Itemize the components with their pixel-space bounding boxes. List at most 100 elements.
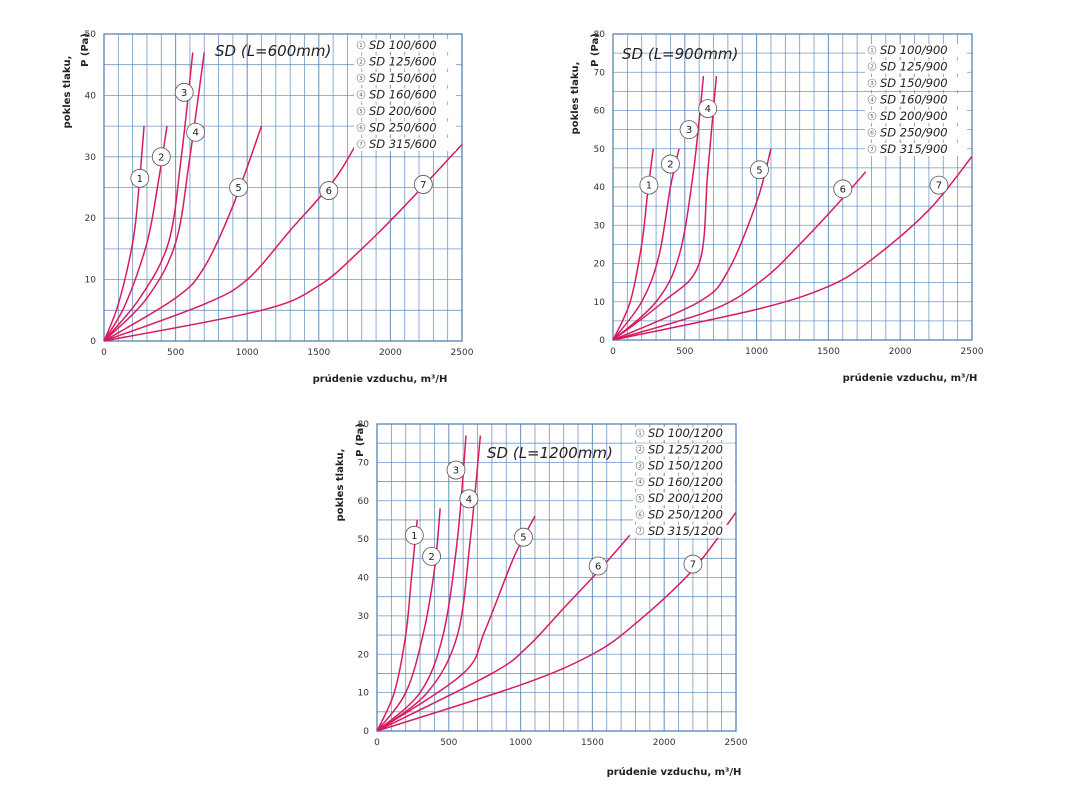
legend-marker [635, 444, 645, 454]
legend-bg [354, 105, 456, 118]
legend-entry: SD 125/600 [369, 55, 437, 69]
legend-bg [354, 138, 456, 151]
legend-bg [633, 459, 735, 473]
x-tick-label: 2000 [379, 348, 402, 358]
curve-label-2: 2 [158, 152, 164, 163]
legend-bg [865, 93, 967, 107]
legend-number: 4 [870, 97, 874, 103]
curve-label-marker-6 [833, 179, 853, 199]
y-axis-label: pokles tlaku, [62, 56, 73, 129]
series-line-5 [103, 125, 263, 342]
legend-number: 4 [638, 480, 642, 486]
plot-frame [612, 33, 973, 341]
legend-number: 5 [638, 496, 642, 502]
curve-label-marker-4 [698, 99, 718, 118]
curve-label-marker-3 [679, 120, 699, 140]
legend-bg [865, 126, 967, 140]
legend-marker [867, 95, 877, 104]
legend-marker [356, 90, 366, 99]
legend-number: 2 [359, 59, 363, 65]
curve-label-marker-4 [459, 489, 479, 509]
y-tick-label: 50 [594, 145, 606, 155]
legend-marker [635, 493, 645, 503]
x-tick-label: 1500 [581, 738, 604, 748]
chart-1: 0 500 1000 1500 2000 2500 0 10 20 30 40 50 prúdenie … [62, 30, 474, 385]
legend-bg [354, 121, 456, 135]
legend-bg [354, 39, 456, 52]
legend-marker [356, 106, 366, 116]
series-line-1 [103, 126, 145, 342]
legend-entry: SD 125/900 [880, 60, 948, 74]
x-tick-label: 2500 [725, 738, 748, 748]
legend-marker [867, 45, 877, 55]
legend-number: 3 [359, 76, 363, 82]
legend-marker [356, 57, 366, 66]
x-tick-label: 500 [676, 347, 693, 357]
y-tick-label: 40 [85, 91, 97, 101]
legend-number: 7 [638, 529, 642, 535]
legend-bg [865, 60, 967, 74]
curve-label-2: 2 [667, 160, 673, 171]
legend-entry: SD 100/600 [369, 38, 437, 52]
x-axis-label: prúdenie vzduchu, m³/H [843, 372, 978, 384]
chart-3: 0 500 1000 1500 2000 2500 0 10 20 30 40 50 60 70 80 prú… [335, 420, 748, 778]
series-line-7 [103, 144, 463, 342]
curve-label-1: 1 [411, 531, 417, 542]
curve-label-7: 7 [420, 180, 426, 191]
legend-marker [635, 461, 645, 470]
curve-label-6: 6 [595, 561, 601, 572]
legend-bg [633, 508, 735, 522]
y-axis-label: pokles tlaku, [570, 62, 581, 135]
legend-marker [867, 62, 877, 71]
legend-bg [354, 88, 456, 102]
legend-entry: SD 200/900 [880, 109, 948, 123]
curve-label-5: 5 [520, 533, 526, 544]
legend-entry: SD 125/1200 [648, 442, 723, 456]
series-line-7 [376, 511, 737, 732]
y-axis-unit: P (Pa) [590, 33, 601, 67]
curve-label-marker-2 [151, 147, 171, 167]
curve-label-marker-6 [588, 556, 608, 576]
y-tick-label: 50 [85, 30, 97, 40]
legend-marker [867, 128, 877, 137]
y-tick-label: 60 [594, 107, 606, 117]
curve-label-2: 2 [428, 552, 434, 563]
curve-label-marker-4 [186, 122, 206, 142]
x-tick-label: 0 [374, 738, 380, 748]
y-tick-label: 40 [594, 183, 606, 193]
y-tick-label: 60 [358, 497, 370, 507]
series-line-6 [612, 171, 867, 341]
legend-bg [865, 44, 967, 57]
series-line-1 [376, 519, 418, 732]
legend-marker [867, 111, 877, 121]
curve-label-4: 4 [192, 128, 198, 139]
legend-entry: SD 150/600 [369, 71, 437, 85]
x-tick-label: 2500 [451, 348, 474, 358]
x-tick-label: 1500 [817, 347, 840, 357]
legend-number: 2 [870, 64, 874, 70]
legend-bg [354, 72, 456, 85]
legend-entry: SD 150/1200 [648, 459, 723, 473]
legend-bg [633, 492, 735, 506]
legend-number: 6 [638, 512, 642, 518]
x-tick-label: 1500 [307, 348, 330, 358]
chart-2: 0 500 1000 1500 2000 2500 0 10 20 30 40 50 60 70 80 prú… [570, 30, 984, 384]
curve-label-3: 3 [181, 88, 187, 99]
legend-entry: SD 315/900 [880, 142, 948, 156]
legend-number: 7 [359, 142, 363, 148]
legend-entry: SD 315/1200 [648, 524, 723, 538]
legend-bg [633, 475, 735, 489]
y-tick-label: 10 [594, 298, 606, 308]
x-tick-label: 2500 [961, 347, 984, 357]
y-tick-label: 30 [594, 221, 606, 231]
legend-number: 3 [638, 463, 642, 469]
legend-marker [635, 428, 645, 438]
legend-entry: SD 250/1200 [648, 508, 723, 522]
y-tick-label: 10 [85, 276, 97, 286]
legend-entry: SD 150/900 [880, 76, 948, 90]
curve-label-3: 3 [453, 466, 459, 477]
x-tick-label: 1000 [509, 738, 532, 748]
y-tick-label: 80 [358, 420, 370, 430]
curve-label-marker-2 [422, 546, 441, 566]
y-tick-label: 10 [358, 689, 370, 699]
